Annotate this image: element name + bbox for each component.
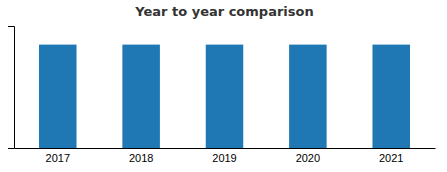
chart-title: Year to year comparison: [134, 4, 313, 19]
x-tick-label: 2021: [379, 152, 403, 164]
bars: [39, 45, 410, 148]
x-tick: 2017: [46, 152, 70, 164]
bar: [122, 45, 160, 148]
x-axis-line: [15, 148, 436, 149]
x-tick: 2018: [129, 152, 153, 164]
x-axis: 2017 2018 2019 2020 2021: [15, 149, 436, 164]
bar: [372, 45, 410, 148]
y-axis: [8, 27, 15, 149]
x-tick-label: 2019: [212, 152, 236, 164]
x-tick-label: 2018: [129, 152, 153, 164]
plot-area: 2017 2018 2019 2020 2021: [8, 27, 436, 164]
bar: [39, 45, 77, 148]
chart-svg: 2017 2018 2019 2020 2021 Year to year compari…: [0, 0, 447, 172]
y-axis-line: [8, 27, 15, 149]
x-tick: 2020: [296, 152, 320, 164]
x-tick: 2021: [379, 152, 403, 164]
chart-container: 2017 2018 2019 2020 2021 Year to year compari…: [0, 0, 447, 172]
x-tick: 2019: [212, 152, 236, 164]
x-tick-label: 2017: [46, 152, 70, 164]
bar: [289, 45, 327, 148]
x-tick-label: 2020: [296, 152, 320, 164]
bar: [206, 45, 244, 148]
